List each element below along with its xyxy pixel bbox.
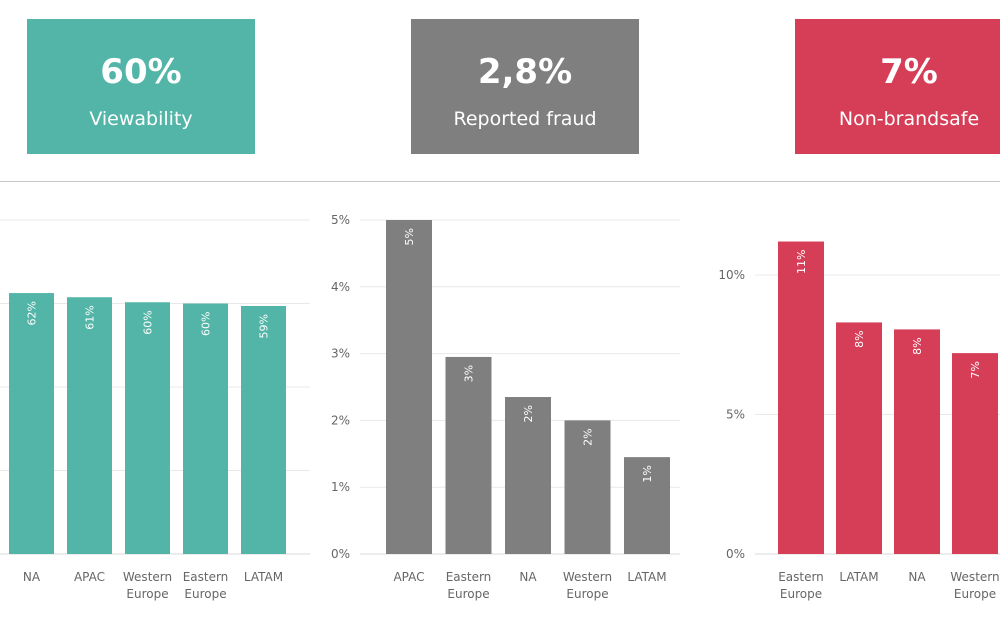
data-label: 11%: [795, 250, 808, 274]
category-label: Europe: [566, 587, 608, 601]
category-label: APAC: [393, 570, 424, 584]
bar: [445, 356, 492, 554]
kpi-viewability-label: Viewability: [89, 108, 193, 130]
kpi-fraud-label: Reported fraud: [453, 108, 597, 130]
data-label: 2%: [522, 405, 535, 422]
bar: [836, 322, 882, 554]
bar: [241, 306, 286, 554]
y-tick-label: 1%: [331, 480, 350, 494]
y-tick-label: 3%: [331, 347, 350, 361]
category-label: Europe: [447, 587, 489, 601]
category-label: APAC: [74, 570, 105, 584]
y-tick-label: 0%: [331, 547, 350, 561]
brandsafety-bar-chart: 0% 5% 10% 11% Eastern Europe 8% LATAM 8% NA 7% West…: [718, 241, 1000, 601]
kpi-brandsafe: 7% Non-brandsafe: [795, 19, 1000, 154]
data-label: 60%: [200, 312, 213, 336]
bar: [67, 297, 112, 554]
viewability-bar-chart: 62% NA 61% APAC 60% Western Europe 60% Eastern Eu…: [0, 219, 310, 601]
category-label: Europe: [184, 587, 226, 601]
data-label: 5%: [403, 228, 416, 245]
bar: [386, 220, 432, 554]
bar: [125, 302, 170, 554]
y-tick-label: 10%: [718, 268, 745, 282]
fraud-bar-chart: 0% 1% 2% 3% 4% 5% 5% APAC 3% Eastern Europe 2% NA 2% W…: [331, 213, 680, 601]
category-label: Europe: [954, 587, 996, 601]
bar: [564, 420, 611, 554]
data-label: 2%: [582, 428, 595, 445]
data-label: 1%: [641, 465, 654, 482]
category-label: LATAM: [244, 570, 283, 584]
bar: [952, 353, 998, 554]
category-label: NA: [908, 570, 926, 584]
y-tick-label: 5%: [331, 213, 350, 227]
data-label: 8%: [853, 330, 866, 347]
section-divider: [0, 181, 1000, 182]
data-label: 59%: [258, 314, 271, 338]
bar: [183, 303, 228, 554]
data-label: 3%: [463, 365, 476, 382]
category-label: Eastern: [183, 570, 229, 584]
data-label: 8%: [911, 337, 924, 354]
category-label: Eastern: [778, 570, 824, 584]
data-label: 62%: [26, 301, 39, 325]
bar: [9, 293, 54, 554]
kpi-brandsafe-label: Non-brandsafe: [838, 108, 980, 130]
data-label: 60%: [142, 310, 155, 334]
category-label: Eastern: [446, 570, 492, 584]
category-label: NA: [23, 570, 41, 584]
y-tick-label: 4%: [331, 280, 350, 294]
kpi-fraud-value: 2,8%: [477, 52, 573, 92]
kpi-brandsafe-value: 7%: [880, 52, 938, 92]
y-tick-label: 5%: [726, 408, 745, 422]
category-label: Europe: [126, 587, 168, 601]
category-label: Europe: [780, 587, 822, 601]
data-label: 61%: [84, 305, 97, 329]
y-tick-label: 2%: [331, 413, 350, 427]
data-label: 7%: [969, 361, 982, 378]
bar: [624, 457, 670, 554]
bar: [505, 397, 551, 554]
bar: [894, 329, 940, 554]
category-label: LATAM: [839, 570, 878, 584]
kpi-viewability: 60% Viewability: [27, 19, 255, 154]
category-label: LATAM: [627, 570, 666, 584]
y-tick-label: 0%: [726, 547, 745, 561]
category-label: Western: [123, 570, 172, 584]
bar: [778, 241, 824, 554]
category-label: NA: [519, 570, 537, 584]
kpi-fraud: 2,8% Reported fraud: [411, 19, 639, 154]
category-label: Western: [563, 570, 612, 584]
kpi-viewability-value: 60%: [100, 52, 182, 92]
category-label: Western: [950, 570, 999, 584]
